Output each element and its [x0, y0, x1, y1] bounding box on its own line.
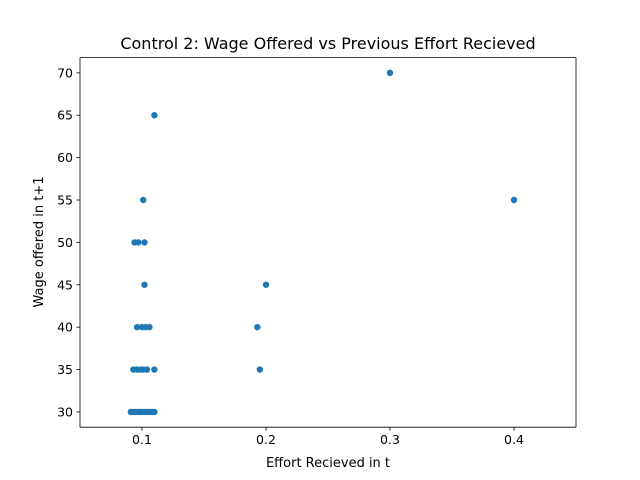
- y-tick-label-3: 45: [57, 277, 73, 292]
- y-tick-label-5: 55: [57, 193, 73, 208]
- data-point-31: [151, 408, 158, 416]
- y-tick-label-7: 65: [57, 108, 73, 123]
- y-tick-label-6: 60: [57, 150, 73, 165]
- y-tick-label-8: 70: [57, 65, 73, 80]
- data-point-3: [510, 196, 518, 204]
- y-tick-label-2: 40: [57, 320, 73, 335]
- data-point-1: [151, 112, 158, 119]
- data-point-19: [151, 366, 158, 373]
- data-points: [127, 69, 518, 416]
- data-point-5: [135, 239, 142, 246]
- data-point-18: [143, 366, 151, 373]
- data-point-6: [141, 239, 148, 246]
- x-axis-ticks: 0.1 0.2 0.3 0.4: [132, 427, 524, 447]
- y-tick-label-4: 50: [57, 235, 73, 250]
- y-tick-label-1: 35: [57, 362, 73, 377]
- plot-frame: [80, 57, 576, 428]
- x-tick-label-1: 0.2: [256, 432, 276, 447]
- chart-title: Control 2: Wage Offered vs Previous Effo…: [120, 34, 535, 53]
- y-axis-ticks: 30 35 40 45 50 55 60 65 70: [57, 65, 80, 419]
- x-axis-label: Effort Recieved in t: [266, 456, 390, 471]
- data-point-2: [140, 196, 147, 204]
- y-axis-label: Wage offered in t+1: [32, 177, 47, 308]
- x-tick-label-0: 0.1: [132, 432, 152, 447]
- data-point-9: [133, 323, 141, 331]
- data-point-8: [262, 281, 270, 288]
- x-tick-label-3: 0.4: [504, 432, 524, 447]
- x-tick-label-2: 0.3: [380, 432, 400, 447]
- data-point-0: [386, 69, 394, 77]
- data-point-20: [256, 366, 263, 373]
- data-point-13: [254, 323, 261, 331]
- y-tick-label-0: 30: [57, 404, 73, 419]
- data-point-7: [141, 281, 148, 288]
- data-point-12: [146, 323, 153, 331]
- plot-area: [80, 57, 576, 428]
